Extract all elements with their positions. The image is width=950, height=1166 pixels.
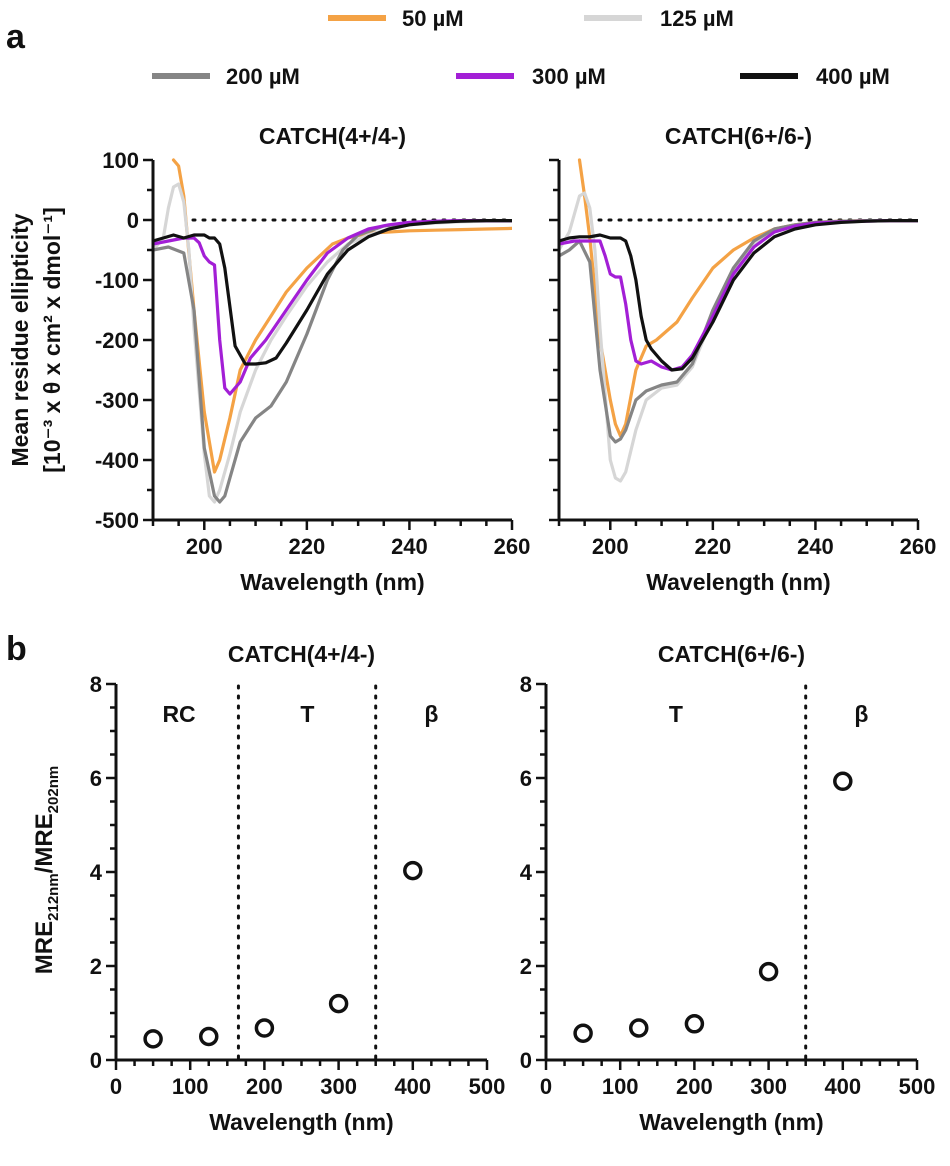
- y-axis-title-b-sub1: 212nm: [45, 873, 62, 921]
- data-point: [833, 771, 853, 792]
- y-tick-label: 2: [520, 954, 532, 979]
- data-point: [758, 961, 779, 982]
- chart-catch-6-cd-spectra: CATCH(6+/6-) 200 220 240 260 Wavelength (nm): [549, 123, 936, 595]
- series-line-50um: [577, 158, 918, 438]
- chart-title: CATCH(4+/4-): [228, 641, 375, 667]
- x-tick-label: 400: [824, 1074, 861, 1099]
- series-line-400um: [153, 219, 512, 366]
- x-axis-title: Wavelength (nm): [209, 1109, 393, 1135]
- legend-label: 400 µM: [816, 64, 890, 89]
- chart-title: CATCH(6+/6-): [658, 641, 805, 667]
- y-axis-title-b-sub2: 202nm: [45, 766, 62, 814]
- panel-label-a: a: [6, 18, 26, 56]
- series-line-50um: [171, 158, 512, 474]
- y-tick-label: -400: [95, 448, 139, 473]
- y-tick-label: -300: [95, 388, 139, 413]
- chart-title: CATCH(4+/4-): [259, 123, 406, 149]
- x-tick-label: 300: [320, 1074, 357, 1099]
- region-label: RC: [162, 701, 195, 727]
- y-tick-label: 4: [90, 860, 103, 885]
- y-tick-label: 0: [127, 208, 139, 233]
- y-axis-units-a: [10⁻³ x θ x cm² x dmol⁻¹]: [39, 207, 65, 473]
- x-tick-label: 240: [797, 534, 834, 559]
- x-tick-label: 260: [900, 534, 937, 559]
- data-point: [403, 860, 423, 881]
- x-tick-label: 0: [540, 1074, 552, 1099]
- x-tick-label: 500: [469, 1074, 506, 1099]
- y-tick-label: 0: [90, 1048, 102, 1073]
- data-point: [328, 993, 349, 1014]
- region-label: β: [854, 701, 868, 727]
- x-tick-label: 200: [186, 534, 223, 559]
- y-tick-label: -500: [95, 508, 139, 533]
- x-tick-label: 300: [750, 1074, 787, 1099]
- x-tick-label: 0: [110, 1074, 122, 1099]
- data-point: [573, 1023, 593, 1043]
- data-point: [684, 1014, 705, 1034]
- y-tick-label: 2: [90, 954, 102, 979]
- series-line-200um: [153, 219, 512, 504]
- legend-label: 125 µM: [660, 6, 734, 31]
- x-axis-title: Wavelength (nm): [646, 569, 830, 595]
- x-tick-label: 220: [288, 534, 325, 559]
- region-label: T: [669, 701, 683, 727]
- legend: 50 µM 125 µM 200 µM 300 µM 400 µM: [152, 6, 890, 89]
- legend-label: 200 µM: [226, 64, 300, 89]
- legend-label: 50 µM: [402, 6, 464, 31]
- x-axis-title: Wavelength (nm): [240, 569, 424, 595]
- y-axis-title-a: Mean residue ellipticity: [7, 213, 33, 466]
- y-tick-label: -200: [95, 328, 139, 353]
- y-tick-label: 0: [520, 1048, 532, 1073]
- series-line-400um: [559, 219, 918, 372]
- chart-catch-4-cd-spectra: CATCH(4+/4-) 100 0 -100 -200 -300 -400 -500 200 2…: [95, 123, 530, 595]
- x-tick-label: 200: [246, 1074, 283, 1099]
- legend-label: 300 µM: [532, 64, 606, 89]
- y-tick-label: 8: [90, 672, 102, 697]
- data-point: [254, 1018, 275, 1038]
- data-point: [629, 1018, 649, 1038]
- y-tick-label: 4: [520, 860, 533, 885]
- y-tick-label: -100: [95, 268, 139, 293]
- x-tick-label: 100: [602, 1074, 639, 1099]
- y-axis-title-b-mid: /MRE: [31, 813, 58, 873]
- series-line-300um: [153, 219, 512, 396]
- x-tick-label: 100: [172, 1074, 209, 1099]
- data-point: [143, 1029, 163, 1049]
- region-label: β: [424, 701, 438, 727]
- x-tick-label: 200: [592, 534, 629, 559]
- x-tick-label: 400: [394, 1074, 431, 1099]
- series-line-300um: [559, 219, 918, 372]
- x-axis-title: Wavelength (nm): [639, 1109, 823, 1135]
- region-label: T: [300, 701, 314, 727]
- x-tick-label: 220: [694, 534, 731, 559]
- y-axis-title-b-main: MRE: [31, 921, 58, 974]
- x-tick-label: 240: [391, 534, 428, 559]
- x-tick-label: 500: [899, 1074, 936, 1099]
- y-tick-label: 6: [520, 766, 532, 791]
- x-tick-label: 260: [494, 534, 531, 559]
- y-tick-label: 8: [520, 672, 532, 697]
- chart-title: CATCH(6+/6-): [665, 123, 812, 149]
- panel-label-b: b: [6, 630, 27, 668]
- y-axis-title-b: MRE212nm/MRE202nm: [31, 766, 62, 974]
- y-tick-label: 100: [102, 148, 139, 173]
- x-tick-label: 200: [676, 1074, 713, 1099]
- y-tick-label: 6: [90, 766, 102, 791]
- chart-catch-6-mre-ratio: CATCH(6+/6-) T β 0 2 4 6 8 0 100 200 300 400 500 Wavel…: [520, 641, 936, 1135]
- data-point: [199, 1026, 219, 1047]
